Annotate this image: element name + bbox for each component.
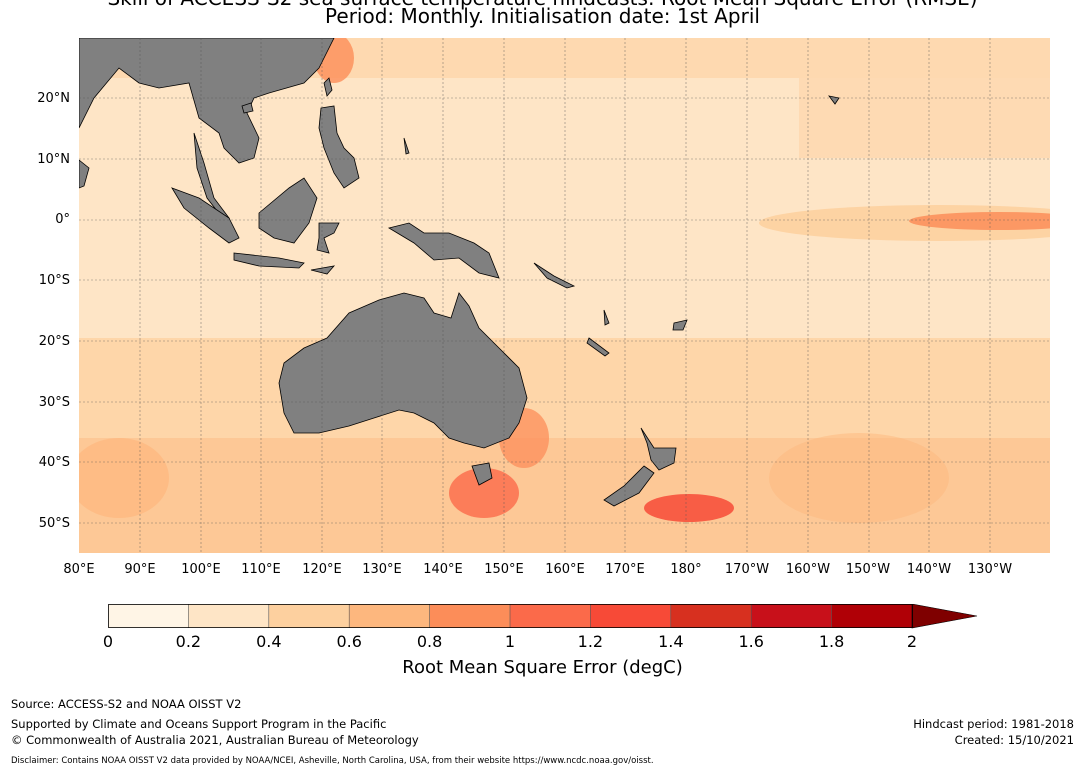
solomon-islands	[533, 262, 576, 289]
borneo	[258, 177, 318, 244]
colorbar-extend-arrow	[911, 603, 978, 629]
lon-label-160e: 160°E	[545, 562, 585, 577]
lon-label-100e: 100°E	[181, 562, 221, 577]
new-guinea	[387, 222, 500, 279]
source-text: Source: ACCESS-S2 and NOAA OISST V2	[11, 697, 242, 711]
lon-label-80e: 80°E	[63, 562, 95, 577]
rmse-shading	[79, 38, 1050, 553]
graticule	[79, 38, 1050, 553]
lon-label-90e: 90°E	[124, 562, 156, 577]
marianas	[403, 137, 410, 155]
created-date-text: Created: 15/10/2021	[954, 733, 1074, 747]
lon-label-140e: 140°E	[423, 562, 463, 577]
colorbar-segment	[831, 604, 913, 628]
support-text: Supported by Climate and Oceans Support …	[11, 717, 387, 731]
new-zealand-north	[640, 427, 677, 471]
new-caledonia	[586, 337, 610, 357]
lat-label-10s: 10°S	[38, 273, 70, 288]
taiwan	[323, 77, 333, 97]
copyright-text: © Commonwealth of Australia 2021, Austra…	[11, 733, 419, 747]
india-tip	[79, 159, 90, 189]
hainan	[241, 102, 254, 114]
colorbar	[108, 603, 983, 640]
colorbar-segment	[751, 604, 833, 628]
lon-label-150w: 150°W	[845, 562, 891, 577]
lat-label-10n: 10°N	[37, 152, 70, 167]
lon-label-160w: 160°W	[785, 562, 831, 577]
java	[233, 252, 305, 269]
colorbar-label: Root Mean Square Error (degC)	[402, 657, 683, 678]
colorbar-tick-label: 0.6	[336, 632, 362, 651]
colorbar-tick-label: 0	[102, 632, 114, 651]
land	[79, 38, 840, 507]
lon-label-170e: 170°E	[605, 562, 645, 577]
colorbar-segment	[429, 604, 511, 628]
colorbar-segment	[349, 604, 431, 628]
east-north-band	[799, 78, 1050, 158]
map-title-line1: Skill of ACCESS-S2 sea surface temperatu…	[0, 0, 1085, 10]
fiji	[672, 319, 688, 331]
philippines	[318, 105, 360, 189]
disclaimer-text: Disclaimer: Contains NOAA OISST V2 data …	[11, 756, 654, 766]
lat-label-20s: 20°S	[38, 334, 70, 349]
colorbar-segment	[590, 604, 672, 628]
map-title-line2: Period: Monthly. Initialisation date: 1s…	[325, 4, 760, 28]
lat-label-0: 0°	[55, 212, 70, 227]
tasmania	[471, 462, 493, 486]
lon-label-110e: 110°E	[241, 562, 281, 577]
lon-label-180: 180°	[670, 562, 702, 577]
tasman-patch-1	[449, 468, 519, 518]
colorbar-tick-label: 2	[906, 632, 918, 651]
lat-label-50s: 50°S	[38, 516, 70, 531]
south-pacific-patch	[769, 433, 949, 523]
equatorial-tongue-core	[909, 212, 1050, 230]
colorbar-tick-label: 1.4	[658, 632, 684, 651]
colorbar-outline	[108, 604, 913, 628]
australia	[278, 292, 528, 449]
colorbar-segment	[670, 604, 752, 628]
west-indian-patch	[79, 438, 169, 518]
lon-label-130w: 130°W	[967, 562, 1013, 577]
colorbar-segment	[268, 604, 350, 628]
sumatra	[171, 187, 240, 244]
colorbar-svg	[108, 603, 978, 629]
lat-label-30s: 30°S	[38, 395, 70, 410]
colorbar-tick-label: 1.8	[818, 632, 845, 651]
colorbar-tick-label: 0.8	[416, 632, 443, 651]
colorbar-tick-label: 1.6	[738, 632, 764, 651]
asia-landmass	[79, 38, 335, 164]
new-zealand-south	[603, 465, 655, 507]
colorbar-tick-label: 1.2	[577, 632, 604, 651]
colorbar-segment	[188, 604, 270, 628]
rmse-map	[79, 38, 1050, 553]
vanuatu	[603, 309, 610, 326]
timor	[310, 265, 336, 275]
colorbar-tick-label: 1	[504, 632, 516, 651]
colorbar-segment	[510, 604, 591, 628]
lon-label-140w: 140°W	[906, 562, 952, 577]
colorbar-segment	[108, 604, 189, 628]
lon-label-120e: 120°E	[302, 562, 342, 577]
nz-east-patch	[644, 494, 734, 522]
colorbar-tick-label: 0.2	[175, 632, 202, 651]
lat-label-40s: 40°S	[38, 455, 70, 470]
lon-label-150e: 150°E	[484, 562, 524, 577]
colorbar-tick-label: 0.4	[256, 632, 282, 651]
colorbar-segments	[108, 604, 913, 628]
lon-label-130e: 130°E	[362, 562, 402, 577]
hindcast-period-text: Hindcast period: 1981-2018	[913, 717, 1074, 731]
lat-label-20n: 20°N	[37, 91, 70, 106]
sulawesi	[316, 222, 340, 254]
lon-label-170w: 170°W	[724, 562, 770, 577]
map-svg	[79, 38, 1050, 553]
